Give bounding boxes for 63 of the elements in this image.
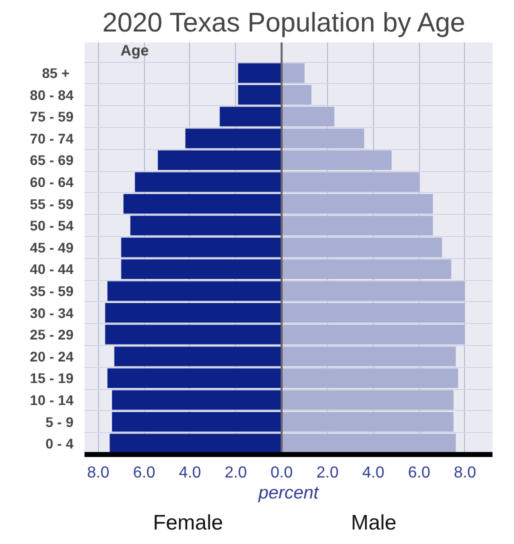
x-tick-label: 6.0 — [408, 464, 430, 482]
y-tick-label: 60 - 64 — [30, 174, 74, 190]
bar — [134, 172, 282, 192]
y-tick-label: 15 - 19 — [30, 370, 74, 386]
bar — [282, 346, 456, 366]
y-tick-label: 40 - 44 — [30, 261, 74, 278]
bar — [282, 106, 334, 126]
x-tick-label: 4.0 — [178, 464, 202, 482]
bar — [105, 302, 282, 323]
bar — [282, 238, 442, 258]
bar — [238, 63, 282, 83]
x-tick-label: 8.0 — [87, 464, 110, 482]
y-tick-label: 50 - 54 — [30, 218, 74, 234]
bar — [282, 63, 305, 83]
y-tick-label: 85 + — [42, 65, 70, 82]
bar — [282, 172, 420, 192]
text: Female — [153, 512, 224, 534]
bar — [112, 390, 282, 410]
x-tick-label: 2.0 — [316, 464, 339, 482]
text: Male — [350, 512, 397, 534]
bar — [282, 194, 433, 214]
bar — [107, 281, 282, 301]
bar — [282, 150, 392, 170]
bar — [220, 106, 282, 126]
y-tick-label: 55 - 59 — [30, 196, 74, 212]
x-axis-title: percent — [257, 482, 320, 502]
bar — [282, 390, 454, 410]
x-tick-label: 8.0 — [454, 464, 476, 482]
y-axis-title: Age — [120, 42, 149, 60]
bar — [121, 259, 282, 280]
x-tick-label: 4.0 — [362, 464, 385, 482]
bar — [282, 412, 454, 432]
bar — [105, 324, 282, 344]
bar — [282, 128, 364, 148]
y-tick-label: 80 - 84 — [30, 86, 74, 103]
chart-title: 2020 Texas Population by Age — [102, 8, 466, 38]
x-tick-label: 0.0 — [270, 464, 293, 482]
bar — [238, 85, 282, 105]
bar — [130, 216, 282, 236]
y-tick-label: 20 - 24 — [30, 348, 74, 364]
bar — [185, 128, 282, 148]
bar — [282, 368, 458, 388]
y-tick-label: 5 - 9 — [45, 414, 74, 430]
bar — [282, 85, 312, 105]
y-tick-label: 10 - 14 — [30, 392, 74, 408]
y-tick-label: 45 - 49 — [30, 239, 74, 256]
y-tick-label: 65 - 69 — [30, 152, 74, 168]
bar — [123, 194, 282, 214]
y-tick-label: 25 - 29 — [30, 326, 74, 343]
y-tick-label: 70 - 74 — [30, 130, 74, 146]
bar — [121, 238, 282, 258]
y-tick-label: 0 - 4 — [45, 436, 74, 452]
bar — [158, 150, 282, 170]
bar — [107, 368, 282, 388]
bar — [282, 216, 433, 236]
y-tick-label: 30 - 34 — [30, 304, 74, 321]
x-tick-label: 2.0 — [224, 464, 248, 482]
x-tick-label: 6.0 — [132, 464, 156, 482]
bar — [114, 346, 282, 366]
y-tick-label: 35 - 59 — [30, 283, 74, 300]
y-tick-label: 75 - 59 — [30, 108, 74, 125]
bar — [282, 259, 452, 280]
bar — [112, 412, 282, 432]
